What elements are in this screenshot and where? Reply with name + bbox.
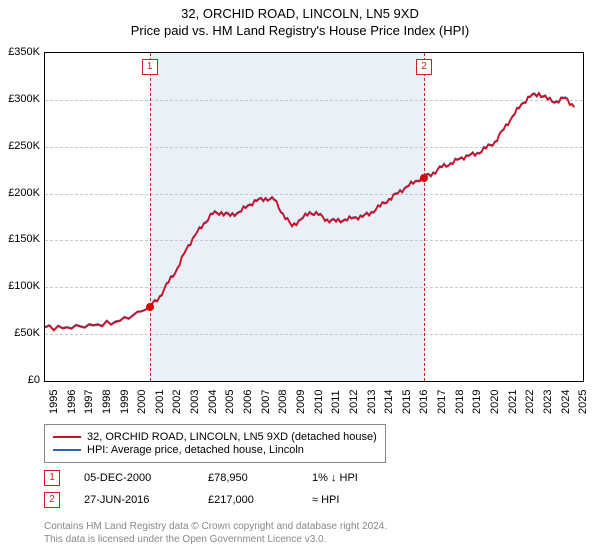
x-axis-label: 1999: [119, 390, 131, 414]
x-axis-label: 1998: [101, 390, 113, 414]
legend-swatch: [53, 436, 81, 438]
y-axis-label: £0: [0, 374, 40, 386]
legend-swatch: [53, 449, 81, 451]
x-axis-label: 2011: [330, 390, 342, 414]
sale-marker-icon: 1: [44, 470, 60, 486]
sale-delta: 1% ↓ HPI: [312, 472, 392, 484]
y-axis-label: £150K: [0, 233, 40, 245]
chart-title-subtitle: Price paid vs. HM Land Registry's House …: [0, 23, 600, 38]
footer-attribution: Contains HM Land Registry data © Crown c…: [44, 520, 387, 546]
x-axis-label: 1995: [48, 390, 60, 414]
x-axis-label: 2007: [260, 390, 272, 414]
sales-table: 1 05-DEC-2000 £78,950 1% ↓ HPI 2 27-JUN-…: [44, 470, 392, 514]
x-axis-label: 2019: [471, 390, 483, 414]
legend-label: HPI: Average price, detached house, Linc…: [87, 444, 304, 456]
x-axis-label: 2020: [489, 390, 501, 414]
sale-price: £217,000: [208, 494, 288, 506]
x-axis-label: 1997: [83, 390, 95, 414]
y-axis-label: £100K: [0, 280, 40, 292]
y-axis-label: £350K: [0, 46, 40, 58]
legend: 32, ORCHID ROAD, LINCOLN, LN5 9XD (detac…: [44, 424, 386, 463]
sale-date: 27-JUN-2016: [84, 494, 184, 506]
x-axis-label: 2003: [189, 390, 201, 414]
y-axis-label: £250K: [0, 140, 40, 152]
x-axis-label: 2005: [224, 390, 236, 414]
sale-dot-icon: [420, 174, 428, 182]
x-axis-label: 2022: [524, 390, 536, 414]
sale-price: £78,950: [208, 472, 288, 484]
sale-row: 2 27-JUN-2016 £217,000 ≈ HPI: [44, 492, 392, 508]
x-axis-label: 2010: [313, 390, 325, 414]
sale-delta: ≈ HPI: [312, 494, 392, 506]
sale-row: 1 05-DEC-2000 £78,950 1% ↓ HPI: [44, 470, 392, 486]
x-axis-label: 2004: [207, 390, 219, 414]
y-axis-label: £300K: [0, 93, 40, 105]
sale-marker-icon: 2: [44, 492, 60, 508]
x-axis-label: 2012: [348, 390, 360, 414]
x-axis-label: 2006: [242, 390, 254, 414]
x-axis-label: 2000: [136, 390, 148, 414]
legend-item: HPI: Average price, detached house, Linc…: [53, 444, 377, 456]
y-axis-label: £200K: [0, 187, 40, 199]
x-axis-label: 2008: [277, 390, 289, 414]
x-axis-label: 2021: [507, 390, 519, 414]
sale-date: 05-DEC-2000: [84, 472, 184, 484]
x-axis-label: 2018: [454, 390, 466, 414]
x-axis-label: 2013: [366, 390, 378, 414]
x-axis-label: 2009: [295, 390, 307, 414]
legend-item: 32, ORCHID ROAD, LINCOLN, LN5 9XD (detac…: [53, 431, 377, 443]
footer-line: Contains HM Land Registry data © Crown c…: [44, 520, 387, 533]
x-axis-label: 1996: [66, 390, 78, 414]
x-axis-label: 2002: [171, 390, 183, 414]
x-axis-label: 2016: [418, 390, 430, 414]
footer-line: This data is licensed under the Open Gov…: [44, 533, 387, 546]
x-axis-label: 2023: [542, 390, 554, 414]
x-axis-label: 2024: [560, 390, 572, 414]
x-axis-label: 2025: [577, 390, 589, 414]
sale-dot-icon: [146, 303, 154, 311]
chart-plot-area: 12: [44, 52, 584, 382]
chart-title-address: 32, ORCHID ROAD, LINCOLN, LN5 9XD: [0, 6, 600, 21]
y-axis-label: £50K: [0, 327, 40, 339]
legend-label: 32, ORCHID ROAD, LINCOLN, LN5 9XD (detac…: [87, 431, 377, 443]
x-axis-label: 2014: [383, 390, 395, 414]
x-axis-label: 2015: [401, 390, 413, 414]
x-axis-label: 2017: [436, 390, 448, 414]
x-axis-label: 2001: [154, 390, 166, 414]
